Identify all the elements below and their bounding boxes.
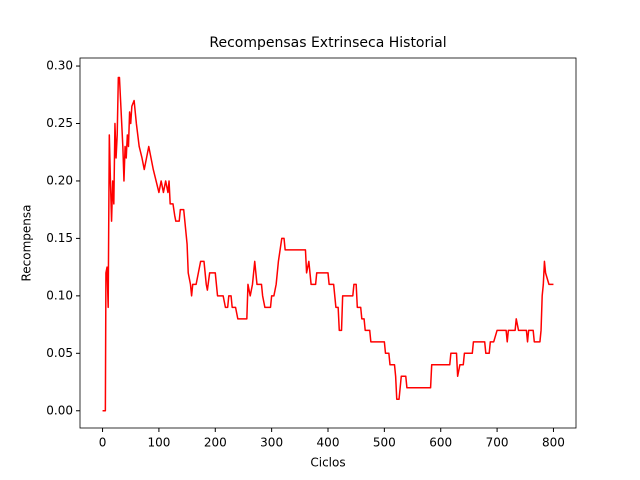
plot-frame: [79, 57, 577, 429]
x-tick-label: 200: [204, 436, 227, 450]
x-tick-label: 500: [373, 436, 396, 450]
x-tick-label: 700: [486, 436, 509, 450]
x-tick-label: 800: [542, 436, 565, 450]
x-tick-label: 100: [147, 436, 170, 450]
x-tick-label: 400: [317, 436, 340, 450]
x-axis-label: Ciclos: [310, 456, 345, 470]
y-tick-label: 0.05: [46, 346, 73, 360]
y-tick-label: 0.10: [46, 288, 73, 302]
data-line: [102, 76, 554, 412]
y-axis-label: Recompensa: [20, 204, 34, 281]
x-tick-label: 600: [429, 436, 452, 450]
y-tick-label: 0.25: [46, 116, 73, 130]
y-tick-label: 0.20: [46, 173, 73, 187]
chart-title: Recompensas Extrinseca Historial: [209, 35, 446, 51]
x-tick-label: 0: [99, 436, 107, 450]
y-tick-label: 0.30: [46, 59, 73, 73]
y-tick-label: 0.15: [46, 231, 73, 245]
x-tick-label: 300: [260, 436, 283, 450]
y-tick-label: 0.00: [46, 403, 73, 417]
